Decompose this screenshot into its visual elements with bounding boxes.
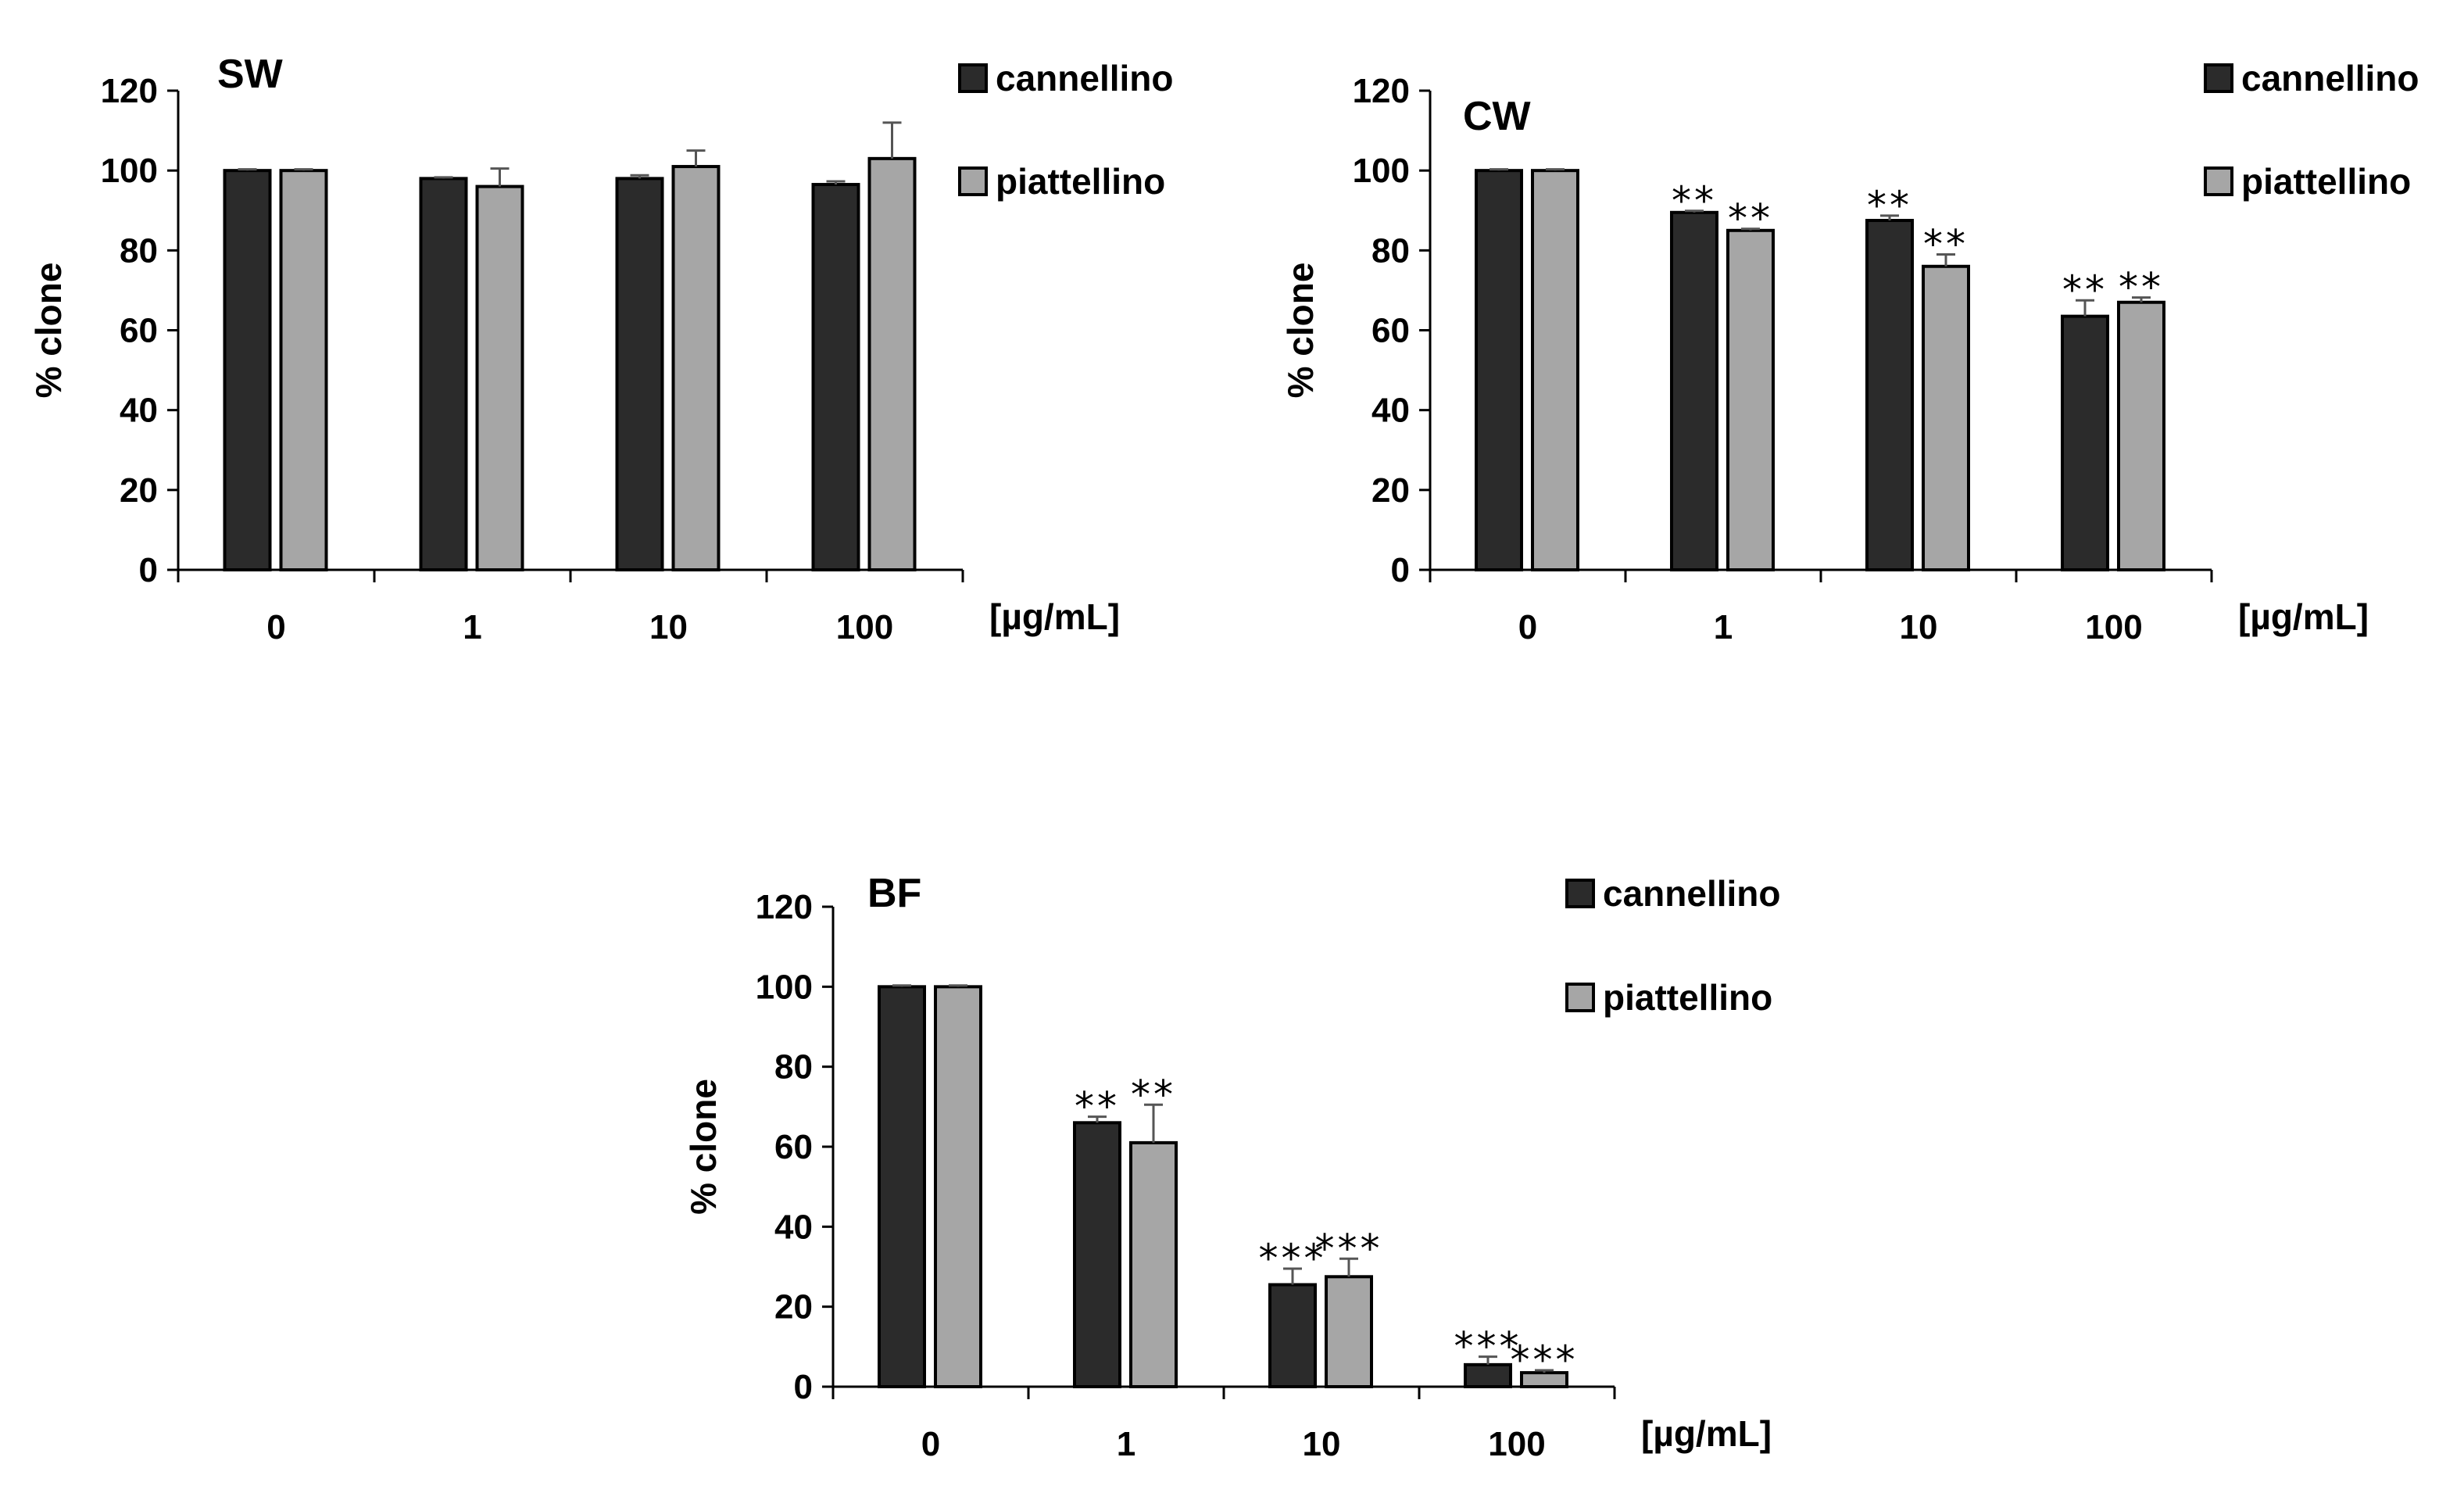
significance-mark: ** [2119,265,2164,310]
chart-title: SW [217,52,284,97]
x-tick-label: 0 [921,1425,940,1463]
y-tick-label: 120 [756,888,813,926]
x-tick-label: 100 [836,608,893,646]
y-tick-label: 40 [1371,392,1410,430]
y-tick-label: 120 [1353,72,1410,110]
y-tick-label: 20 [120,471,158,510]
legend-label-cannellino: cannellino [1603,873,1780,914]
x-unit-label: [µg/mL] [989,596,1120,637]
legend-swatch-piattellino [958,166,988,196]
chart-title: BF [867,871,921,916]
y-tick-label: 60 [1371,312,1410,350]
y-tick-label: 0 [1391,551,1410,589]
y-axis-label: % clone [28,263,69,399]
significance-mark: ** [1867,183,1912,228]
significance-mark: ** [2062,267,2108,313]
bar-cannellino [1073,1121,1121,1389]
x-tick-label: 1 [1714,608,1733,646]
bar-piattellino [1726,228,1775,571]
bar-cannellino [223,169,272,572]
bar-cannellino [615,177,664,571]
bar-piattellino [1922,264,1970,571]
significance-mark: *** [1511,1337,1579,1383]
significance-mark: ** [1672,178,1717,224]
bar-piattellino [671,165,721,571]
x-tick-label: 100 [1488,1425,1545,1463]
bar-piattellino [1129,1140,1178,1388]
y-tick-label: 100 [101,152,158,190]
y-tick-label: 20 [1371,471,1410,510]
legend-label-piattellino: piattellino [996,161,1165,202]
bar-cannellino [1475,169,1523,572]
x-unit-label: [µg/mL] [1641,1413,1772,1454]
legend-swatch-piattellino [2204,166,2233,196]
bar-cannellino [811,183,860,571]
bar-piattellino [867,156,917,571]
y-tick-label: 40 [774,1208,813,1246]
significance-mark: ** [1075,1084,1120,1130]
significance-mark: ** [1131,1072,1176,1117]
x-tick-label: 0 [1518,608,1537,646]
y-tick-label: 80 [1371,231,1410,270]
bar-piattellino [1531,169,1579,572]
bar-piattellino [475,184,524,571]
x-tick-label: 1 [463,608,481,646]
y-axis-label: % clone [1280,263,1321,399]
y-tick-label: 120 [101,72,158,110]
significance-mark: *** [1315,1226,1383,1271]
bar-cannellino [1670,210,1718,571]
legend-swatch-cannellino [2204,63,2233,93]
significance-mark: ** [1923,221,1969,267]
bar-cannellino [878,985,926,1389]
bar-cannellino [1268,1283,1317,1389]
legend-label-cannellino: cannellino [996,58,1173,98]
bar-piattellino [934,985,982,1389]
y-tick-label: 80 [774,1048,813,1087]
y-tick-label: 60 [120,312,158,350]
legend-label-cannellino: cannellino [2241,58,2419,98]
legend-label-piattellino: piattellino [2241,161,2411,202]
significance-mark: *** [1259,1236,1327,1281]
x-tick-label: 100 [2085,608,2142,646]
y-tick-label: 60 [774,1128,813,1166]
chart-panel-sw: 0 20 40 60 80 100 120 0 1 10 100 SW [µg/mL] % clone ca… [28,52,1173,646]
x-tick-label: 10 [649,608,688,646]
x-tick-label: 10 [1303,1425,1341,1463]
x-tick-label: 0 [266,608,285,646]
legend-swatch-piattellino [1565,983,1595,1012]
y-tick-label: 80 [120,231,158,270]
legend-swatch-cannellino [958,63,988,93]
significance-mark: ** [1728,196,1773,242]
bar-piattellino [279,169,328,572]
bar-cannellino [2061,314,2109,571]
bar-cannellino [419,177,468,571]
x-unit-label: [µg/mL] [2238,596,2369,637]
significance-mark: *** [1454,1324,1522,1369]
bar-piattellino [1325,1275,1373,1388]
y-tick-label: 0 [139,551,158,589]
legend-swatch-cannellino [1565,879,1595,908]
x-tick-label: 1 [1117,1425,1135,1463]
bar-cannellino [1865,219,1914,571]
x-tick-label: 10 [1900,608,1938,646]
legend-label-piattellino: piattellino [1603,977,1772,1018]
chart-title: CW [1463,94,1532,139]
y-tick-label: 20 [774,1288,813,1327]
y-tick-label: 40 [120,392,158,430]
y-tick-label: 100 [756,968,813,1006]
y-tick-label: 0 [794,1368,813,1406]
y-tick-label: 100 [1353,152,1410,190]
y-axis-label: % clone [683,1079,724,1215]
bar-piattellino [2117,300,2165,571]
